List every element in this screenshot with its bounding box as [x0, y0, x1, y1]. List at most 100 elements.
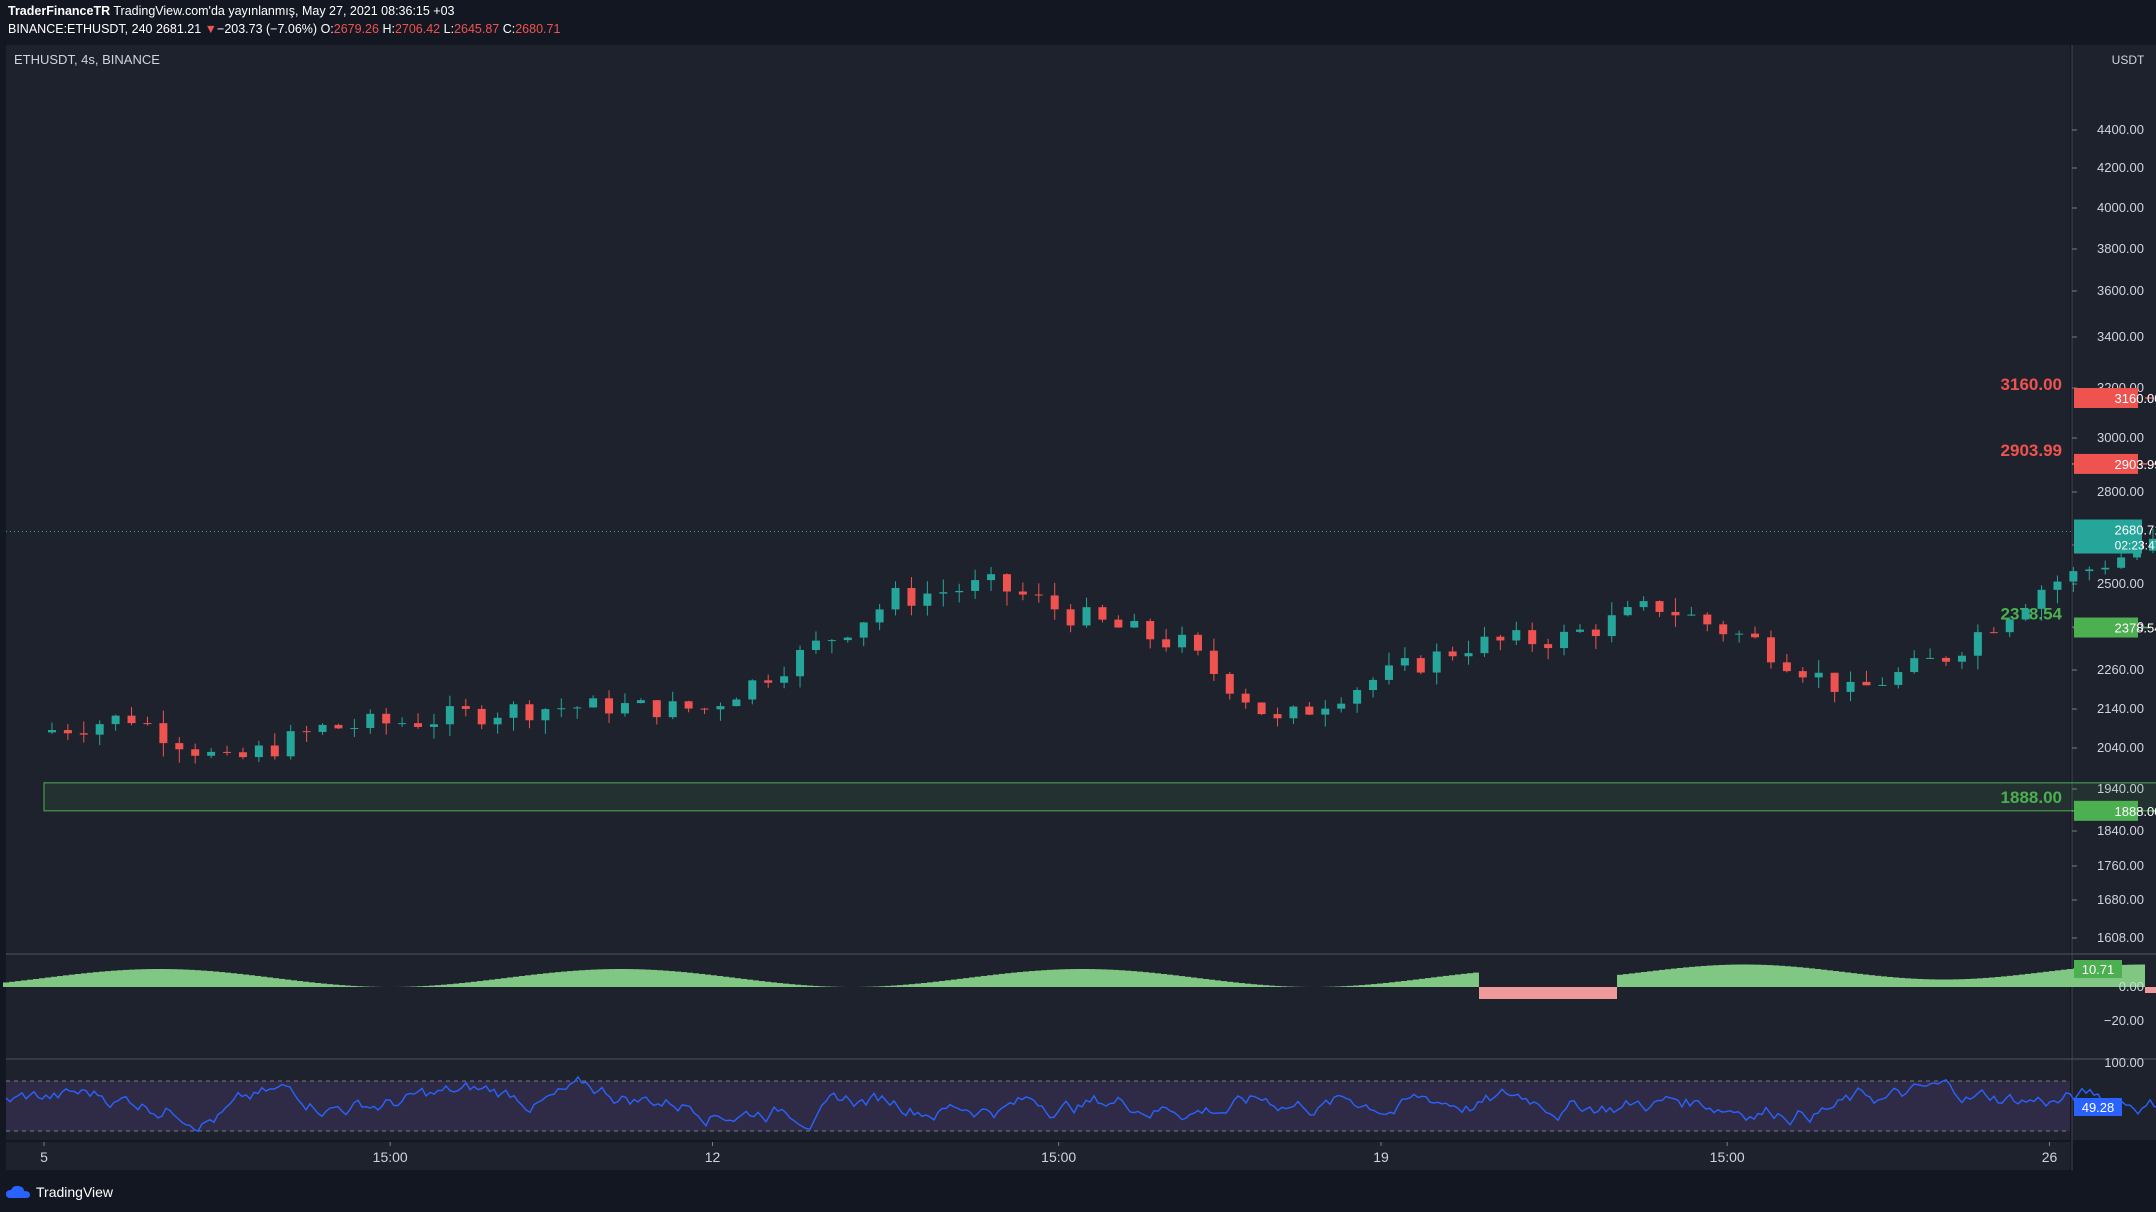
candle-body: [1353, 690, 1362, 704]
candle-body: [764, 680, 773, 683]
price-tick-label: 4200.00: [2097, 160, 2144, 175]
candle-body: [2101, 567, 2110, 570]
candle-body: [2053, 581, 2062, 590]
candle-body: [573, 707, 582, 709]
candle-body: [1782, 662, 1791, 672]
candle-body: [1910, 658, 1919, 673]
candle-body: [1671, 611, 1680, 616]
candle-body: [1002, 574, 1011, 592]
candle-body: [302, 731, 311, 733]
price-tick-label: 4000.00: [2097, 200, 2144, 215]
candle-body: [111, 715, 120, 725]
price-pane: [6, 45, 2070, 953]
candle-body: [1448, 651, 1457, 657]
time-tick-label: 12: [705, 1149, 721, 1165]
pane-title: ETHUSDT, 4s, BINANCE: [14, 52, 160, 67]
candle-body: [350, 727, 359, 729]
price-tick-label: 3000.00: [2097, 430, 2144, 445]
candle-body: [1146, 620, 1155, 640]
candle-body: [159, 723, 168, 744]
publisher-name[interactable]: TraderFinanceTR: [8, 4, 111, 18]
osc-tick-label: −20.00: [2104, 1013, 2144, 1028]
candle-body: [398, 723, 407, 725]
candle-body: [445, 706, 454, 725]
candle-body: [1289, 706, 1298, 719]
candle-body: [716, 706, 725, 710]
candle-body: [684, 701, 693, 709]
time-tick-label: 5: [40, 1149, 48, 1165]
candle-body: [191, 749, 200, 756]
osc-last-badge: [2074, 960, 2122, 978]
candle-body: [1162, 639, 1171, 648]
candle-body: [207, 751, 216, 756]
candle-body: [95, 724, 104, 735]
candle-body: [827, 640, 836, 642]
candle-body: [1894, 672, 1903, 685]
candle-body: [1480, 636, 1489, 654]
time-tick-label: 26: [2042, 1149, 2058, 1165]
price-tick-label: 4400.00: [2097, 122, 2144, 137]
candle-body: [1957, 655, 1966, 662]
candle-body: [270, 745, 279, 757]
candle-body: [1973, 632, 1982, 656]
candle-body: [414, 723, 423, 727]
candle-body: [748, 680, 757, 700]
candle-body: [923, 593, 932, 606]
candle-body: [700, 708, 709, 710]
candle-body: [223, 751, 232, 753]
price-tick-label: 3600.00: [2097, 283, 2144, 298]
published-text: TradingView.com'da yayınlanmış, May 27, …: [113, 4, 455, 18]
candle-body: [1862, 681, 1871, 686]
candle-body: [859, 622, 868, 638]
level-badge-text: 2903.99: [2115, 457, 2156, 472]
low-label: L:: [443, 22, 455, 36]
level-price-badge: [2074, 617, 2138, 638]
level-price-badge: [2074, 800, 2138, 821]
tradingview-logo[interactable]: TradingView: [6, 1184, 113, 1200]
candle-body: [1735, 633, 1744, 635]
level-label: 3160.00: [2001, 375, 2062, 394]
candle-body: [1384, 665, 1393, 680]
candle-body: [589, 698, 598, 708]
candle-body: [1926, 657, 1935, 659]
level-badge-text: 3160.00: [2115, 391, 2156, 406]
candle-body: [1432, 651, 1441, 673]
candle-body: [1496, 636, 1505, 641]
candle-body: [1050, 595, 1059, 610]
candle-body: [1178, 634, 1187, 648]
candle-body: [1528, 630, 1537, 645]
candle-body: [1798, 671, 1807, 678]
candle-body: [620, 703, 629, 714]
candle-body: [780, 676, 789, 683]
candle-body: [1464, 653, 1473, 657]
low-value: 2645.87: [454, 22, 500, 36]
candle-body: [127, 715, 136, 724]
currency-label: USDT: [2112, 53, 2145, 67]
level-price-badge: [2074, 453, 2138, 474]
rsi-line: [5, 1075, 2156, 1133]
candle-body: [1114, 619, 1123, 628]
high-label: H:: [382, 22, 395, 36]
open-label: O:: [320, 22, 334, 36]
osc-last-text: 10.71: [2082, 962, 2115, 977]
candle-body: [1989, 632, 1998, 634]
candle-body: [1751, 633, 1760, 638]
candle-body: [971, 580, 980, 591]
candle-body: [1623, 607, 1632, 616]
price-tick-label: 3400.00: [2097, 329, 2144, 344]
candle-body: [1814, 672, 1823, 678]
price-tick-label: 2140.00: [2097, 701, 2144, 716]
candle-body: [1305, 706, 1314, 715]
candle-body: [843, 637, 852, 641]
level-label: 2378.54: [2001, 605, 2063, 624]
candle-body: [1369, 679, 1378, 691]
candle-body: [811, 640, 820, 650]
time-tick-label: 15:00: [1041, 1149, 1076, 1165]
candle-body: [891, 588, 900, 610]
candle-body: [2069, 571, 2078, 582]
time-tick-label: 15:00: [373, 1149, 408, 1165]
candle-body: [732, 699, 741, 707]
candle-body: [429, 724, 438, 727]
price-tick-label: 2500.00: [2097, 576, 2144, 591]
